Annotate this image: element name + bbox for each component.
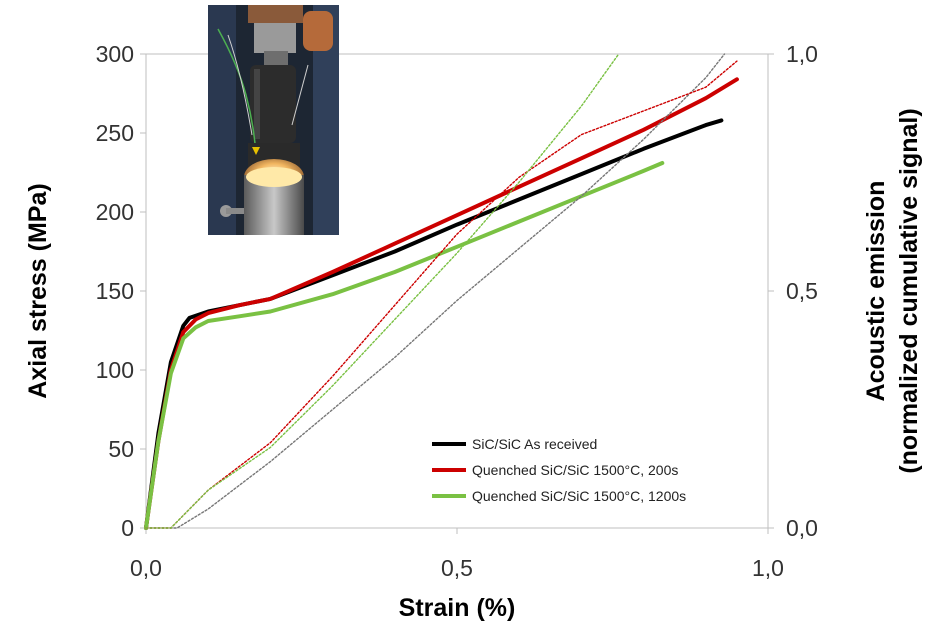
data-series — [144, 53, 739, 530]
x-tick-label: 1,0 — [752, 555, 784, 581]
y-tick-label: 50 — [108, 436, 134, 462]
legend: SiC/SiC As received Quenched SiC/SiC 150… — [432, 436, 686, 504]
legend-label-1200s: Quenched SiC/SiC 1500°C, 1200s — [472, 488, 686, 504]
x-tick-label: 0,0 — [130, 555, 162, 581]
y-tick-label: 300 — [96, 41, 134, 67]
y2-tick-label: 0,0 — [786, 515, 818, 541]
y-tick-label: 100 — [96, 357, 134, 383]
y-tick-label: 250 — [96, 120, 134, 146]
y2-tick-label: 0,5 — [786, 278, 818, 304]
test-rig-photo-drawing — [208, 5, 339, 235]
y2-axis-title-line2: (normalized cumulative signal) — [895, 108, 923, 473]
x-axis-title: Strain (%) — [399, 594, 516, 622]
acoustic-emission-line-3 — [145, 53, 726, 529]
y-tick-label: 200 — [96, 199, 134, 225]
acoustic-emission-line-5 — [145, 53, 620, 529]
y-tick-label: 0 — [121, 515, 134, 541]
y2-axis-title-line1: Acoustic emission — [862, 181, 890, 402]
stress-strain-line-2 — [144, 161, 665, 530]
y2-tick-label: 1,0 — [786, 41, 818, 67]
y-tick-label: 150 — [96, 278, 134, 304]
legend-label-200s: Quenched SiC/SiC 1500°C, 200s — [472, 462, 678, 478]
x-tick-label: 0,5 — [441, 555, 473, 581]
y-axis-title: Axial stress (MPa) — [24, 183, 52, 398]
test-rig-photo — [208, 5, 339, 235]
legend-label-as-received: SiC/SiC As received — [472, 436, 597, 452]
